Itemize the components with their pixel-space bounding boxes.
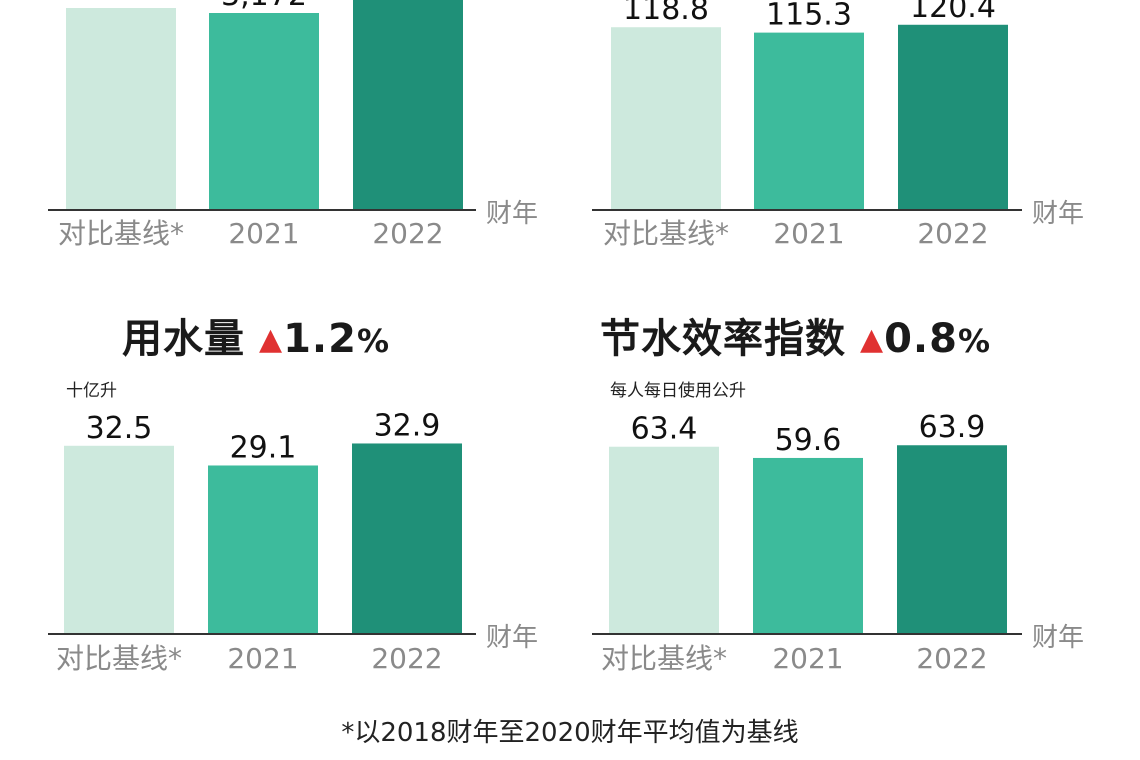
chart-bottom-left-svg: 32.5 对比基线* 29.1 2021 32.9 2022 财年 bbox=[48, 408, 538, 675]
unit-label-water-efficiency: 每人每日使用公升 bbox=[610, 381, 746, 401]
tick-label: 2021 bbox=[772, 642, 843, 675]
value-label: 118.8 bbox=[623, 0, 709, 27]
value-label: 3,172 bbox=[221, 0, 307, 13]
unit-label-water-usage: 十亿升 bbox=[66, 381, 117, 401]
change-value: 0.8 bbox=[884, 316, 958, 362]
tick-label: 对比基线* bbox=[56, 642, 182, 675]
bar-2021 bbox=[754, 32, 864, 210]
x-axis-label: 财年 bbox=[1032, 199, 1084, 229]
bar-baseline bbox=[66, 8, 176, 210]
value-label: 63.4 bbox=[631, 412, 698, 447]
increase-triangle-icon: ▲ bbox=[860, 322, 885, 357]
bar-baseline bbox=[611, 27, 721, 210]
tick-label: 2022 bbox=[917, 217, 988, 250]
value-label: 29.1 bbox=[230, 430, 297, 465]
bar-2021 bbox=[208, 465, 318, 634]
tick-label: 对比基线* bbox=[601, 642, 727, 675]
bar-2021 bbox=[753, 457, 863, 634]
value-label: 115.3 bbox=[766, 0, 852, 33]
bar-2022 bbox=[352, 443, 462, 634]
bar-baseline bbox=[64, 445, 174, 634]
chart-top-left-svg: 对比基线* 3,172 2021 2022 财年 bbox=[48, 0, 538, 250]
chart-title-water-efficiency: 节水效率指数 ▲0.8% bbox=[600, 306, 991, 364]
bar-2022 bbox=[898, 24, 1008, 211]
tick-label: 对比基线* bbox=[603, 217, 729, 250]
bar-2022 bbox=[897, 445, 1007, 634]
bar-2021 bbox=[209, 13, 319, 210]
value-label: 63.9 bbox=[919, 410, 986, 445]
chart-title-water-usage: 用水量 ▲1.2% bbox=[122, 306, 390, 364]
tick-label: 2022 bbox=[371, 642, 442, 675]
tick-label: 2022 bbox=[372, 217, 443, 250]
tick-label: 2021 bbox=[228, 217, 299, 250]
value-label: 32.5 bbox=[86, 411, 153, 446]
change-unit: % bbox=[356, 322, 390, 360]
value-label: 59.6 bbox=[775, 423, 842, 458]
x-axis-label: 财年 bbox=[1032, 623, 1084, 653]
x-axis-label: 财年 bbox=[486, 623, 538, 653]
value-label: 120.4 bbox=[910, 0, 996, 25]
x-axis-label: 财年 bbox=[486, 199, 538, 229]
chart-title-text: 节水效率指数 bbox=[600, 316, 846, 362]
tick-label: 对比基线* bbox=[58, 217, 184, 250]
bar-baseline bbox=[609, 446, 719, 634]
tick-label: 2021 bbox=[773, 217, 844, 250]
tick-label: 2022 bbox=[916, 642, 987, 675]
increase-triangle-icon: ▲ bbox=[259, 322, 284, 357]
change-unit: % bbox=[957, 322, 991, 360]
chart-top-left: 对比基线* 3,172 2021 2022 财年 bbox=[0, 0, 560, 380]
chart-bottom-left: 32.5 对比基线* 29.1 2021 32.9 2022 财年 bbox=[0, 0, 560, 675]
chart-top-right-svg: 118.8 对比基线* 115.3 2021 120.4 2022 财年 bbox=[592, 0, 1084, 250]
tick-label: 2021 bbox=[227, 642, 298, 675]
footnote: *以2018财年至2020财年平均值为基线 bbox=[341, 718, 799, 748]
value-label: 32.9 bbox=[374, 408, 441, 443]
chart-top-right: 118.8 对比基线* 115.3 2021 120.4 2022 财年 bbox=[0, 0, 1084, 380]
chart-bottom-right-svg: 63.4 对比基线* 59.6 2021 63.9 2022 财年 bbox=[592, 410, 1084, 675]
chart-title-text: 用水量 bbox=[122, 316, 245, 362]
change-value: 1.2 bbox=[283, 316, 357, 362]
chart-bottom-right: 63.4 对比基线* 59.6 2021 63.9 2022 财年 bbox=[0, 0, 1084, 675]
bar-2022 bbox=[353, 0, 463, 210]
